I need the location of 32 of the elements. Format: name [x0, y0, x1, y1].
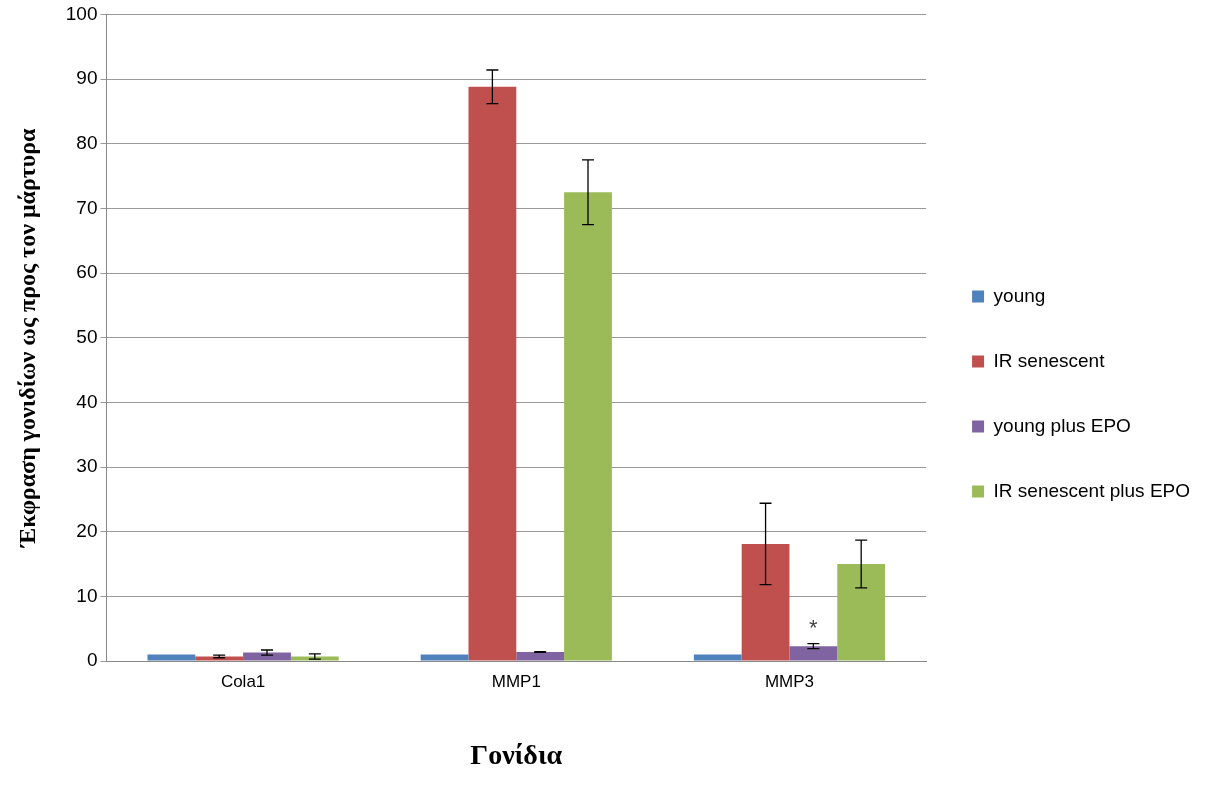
y-tick-label: 60: [76, 261, 98, 283]
bar: [741, 543, 790, 661]
bar: [516, 651, 565, 661]
legend-label: IR senescent: [993, 349, 1106, 371]
legend-label: young: [993, 284, 1046, 306]
bar: [564, 192, 612, 661]
y-tick-label: 100: [65, 2, 98, 24]
bar: [420, 654, 469, 661]
bar: [243, 652, 291, 661]
y-tick-label: 80: [76, 131, 98, 153]
y-tick-label: 40: [76, 390, 98, 412]
bar: [195, 656, 244, 661]
y-tick-label: 0: [86, 649, 98, 671]
annotation: *: [809, 614, 819, 640]
y-tick-label: 70: [76, 196, 98, 218]
y-tick-label: 30: [76, 455, 98, 477]
bar: [837, 564, 886, 661]
y-tick-label: 20: [76, 519, 98, 541]
bar: [468, 86, 517, 661]
legend-label: IR senescent plus EPO: [993, 479, 1191, 501]
x-tick-label: MMP3: [764, 671, 815, 691]
x-tick-label: MMP1: [491, 671, 541, 691]
bar: [693, 654, 742, 661]
x-axis-title: Γονίδια: [470, 739, 563, 771]
y-tick-label: 50: [76, 325, 98, 347]
bar: [789, 646, 838, 661]
y-tick-label: 10: [76, 584, 98, 606]
legend-label: young plus EPO: [993, 414, 1131, 436]
y-tick-label: 90: [76, 67, 98, 89]
bar: [147, 654, 196, 661]
y-axis-title: Έκφραση γονιδίων ως προς τον μάρτυρα: [13, 127, 40, 548]
x-tick-label: Cola1: [220, 671, 266, 691]
